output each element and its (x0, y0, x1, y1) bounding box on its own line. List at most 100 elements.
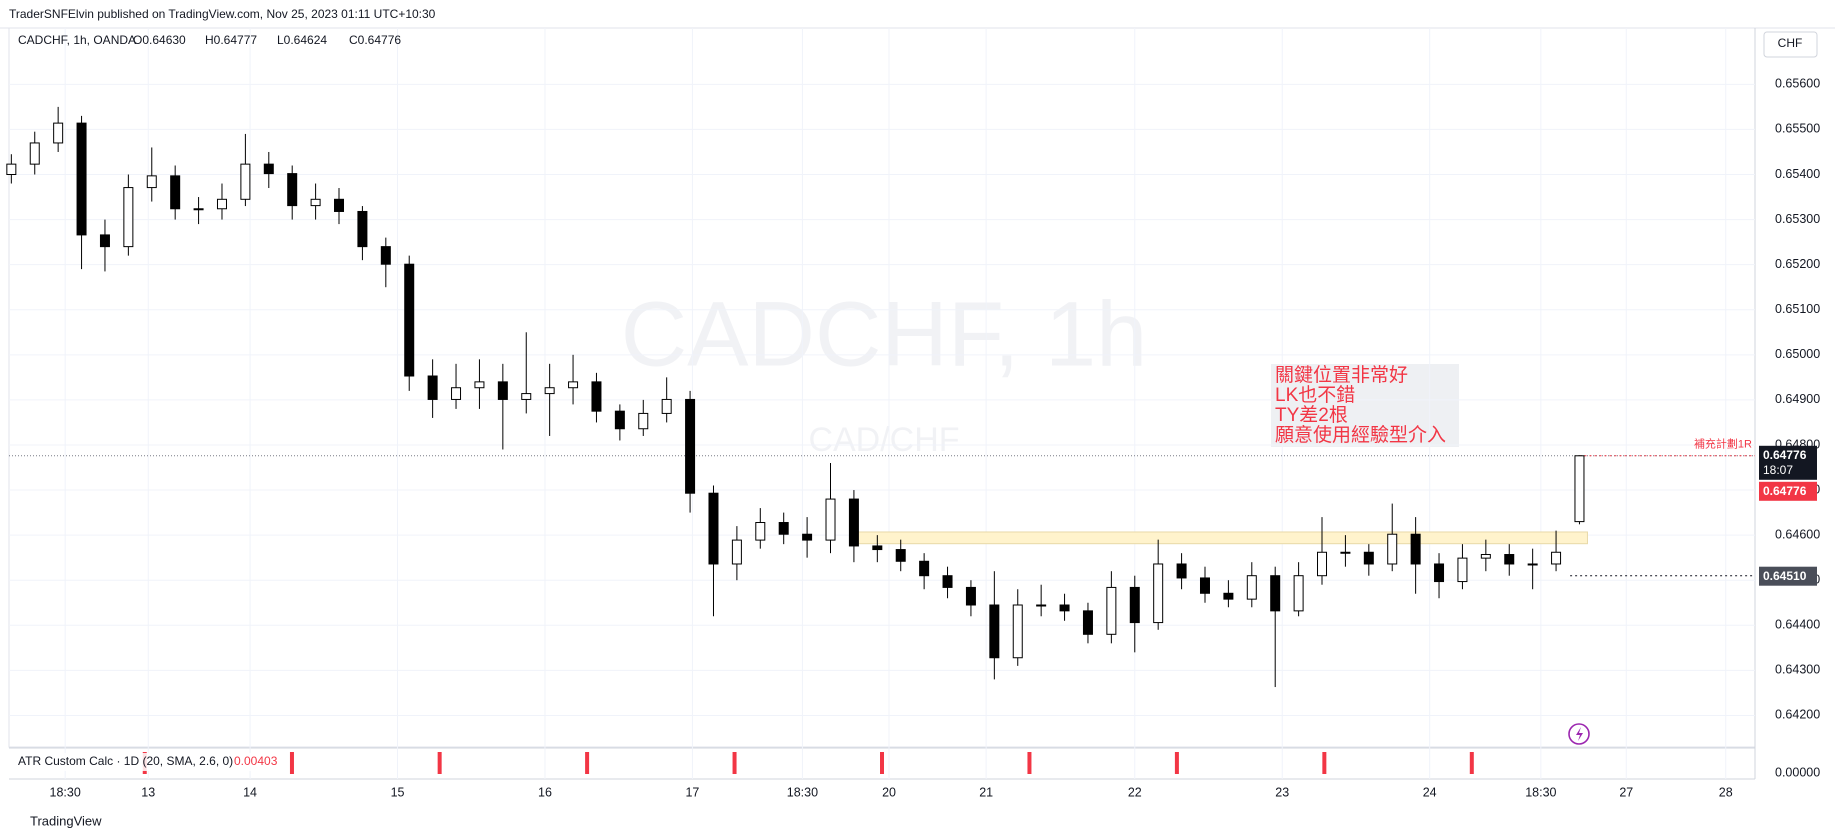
zone (851, 531, 1588, 545)
x-tick-label: 23 (1275, 785, 1289, 799)
candle (942, 566, 953, 599)
candle-body (1551, 551, 1562, 565)
candle (1106, 571, 1117, 644)
candle (1176, 553, 1187, 590)
candle (1551, 530, 1562, 572)
candle (708, 485, 719, 617)
candle (263, 151, 274, 189)
y-tick-label: 0.64200 (1775, 708, 1820, 722)
candle (216, 183, 227, 220)
candle-body (497, 381, 508, 400)
candle-body (544, 387, 555, 395)
candle-body (755, 522, 766, 541)
candle-body (1504, 554, 1515, 565)
candle-body (661, 398, 672, 414)
candle-body (731, 539, 742, 565)
candle (919, 553, 930, 590)
watermark-sub: CAD/CHF (808, 421, 959, 459)
alert-icon[interactable] (1568, 723, 1590, 745)
atr-label-bg (14, 753, 252, 771)
x-tick-label: 18:30 (50, 785, 81, 799)
atr-marker (289, 752, 294, 774)
candle (1434, 553, 1445, 599)
candle (1457, 544, 1468, 590)
candle (170, 165, 181, 220)
candle (193, 197, 204, 225)
level-value: 0.64510 (1763, 569, 1807, 583)
candle-body (193, 208, 204, 211)
candle (1153, 539, 1164, 630)
publisher: TraderSNFElvin published on TradingView.… (9, 7, 436, 21)
candle-body (146, 175, 157, 189)
candle (287, 165, 298, 220)
candle (614, 404, 625, 441)
note-line: 關鍵位置非常好 (1275, 364, 1408, 386)
candle-body (942, 575, 953, 588)
candle-body (568, 381, 579, 389)
candle-body (123, 187, 134, 248)
candle (661, 377, 672, 423)
plan-label: 補充計劃1R (1694, 437, 1752, 451)
y-tick-label: 0.64600 (1775, 527, 1820, 541)
currency-button[interactable] (1763, 31, 1818, 58)
candle-body (99, 234, 110, 248)
candle-body (614, 410, 625, 430)
last-price-tag (1759, 445, 1817, 480)
candle (872, 535, 883, 563)
candle (1293, 562, 1304, 617)
x-tick-label: 21 (979, 785, 993, 799)
currency[interactable]: CHF (1778, 36, 1803, 50)
x-tick-label: 13 (141, 785, 155, 799)
candle-body (6, 163, 17, 176)
candle (755, 508, 766, 549)
candle (474, 359, 485, 409)
y-tick-label: 0.65000 (1775, 347, 1820, 361)
candle-body (895, 549, 906, 562)
candle (1410, 517, 1421, 594)
x-tick-label: 18:30 (787, 785, 818, 799)
candle-body (848, 498, 859, 547)
candle-body (1129, 586, 1140, 624)
symbol: CADCHF, 1h, OANDA (18, 33, 136, 47)
ohlc-label: O0.64630 (133, 33, 186, 47)
x-tick-label: 15 (391, 785, 405, 799)
candle (6, 154, 17, 184)
candle (310, 183, 321, 220)
candle (29, 131, 40, 175)
candle (731, 526, 742, 581)
candle-body (1527, 563, 1538, 566)
candle (1480, 539, 1491, 572)
y-tick-label: 0.65600 (1775, 77, 1820, 91)
candle (240, 133, 251, 207)
candle (1036, 584, 1047, 617)
candle (334, 188, 345, 225)
candle (1270, 566, 1281, 688)
candle (521, 332, 532, 414)
candle-body (919, 560, 930, 577)
note-line: LK也不錯 (1275, 384, 1355, 406)
candle-body (310, 198, 321, 207)
candle-body (1340, 551, 1351, 554)
x-tick-label: 22 (1128, 785, 1142, 799)
candle-body (989, 604, 1000, 659)
candle-body (263, 163, 274, 175)
candle-body (1293, 575, 1304, 612)
candle-body (404, 263, 415, 377)
candle-body (1410, 533, 1421, 565)
candle-body (778, 522, 789, 535)
candle-body (76, 122, 87, 236)
level-tag (1759, 566, 1817, 586)
candle-body (1434, 563, 1445, 583)
candle-body (1574, 455, 1585, 523)
candle (802, 517, 813, 558)
candle (123, 174, 134, 256)
y-tick-label: 0.65300 (1775, 212, 1820, 226)
atr-marker (1322, 752, 1327, 774)
y-tick-label: 0.65100 (1775, 302, 1820, 316)
candle-body (1153, 563, 1164, 624)
atr-marker (1027, 752, 1032, 774)
candle-body (1387, 533, 1398, 565)
candle (1199, 566, 1210, 603)
